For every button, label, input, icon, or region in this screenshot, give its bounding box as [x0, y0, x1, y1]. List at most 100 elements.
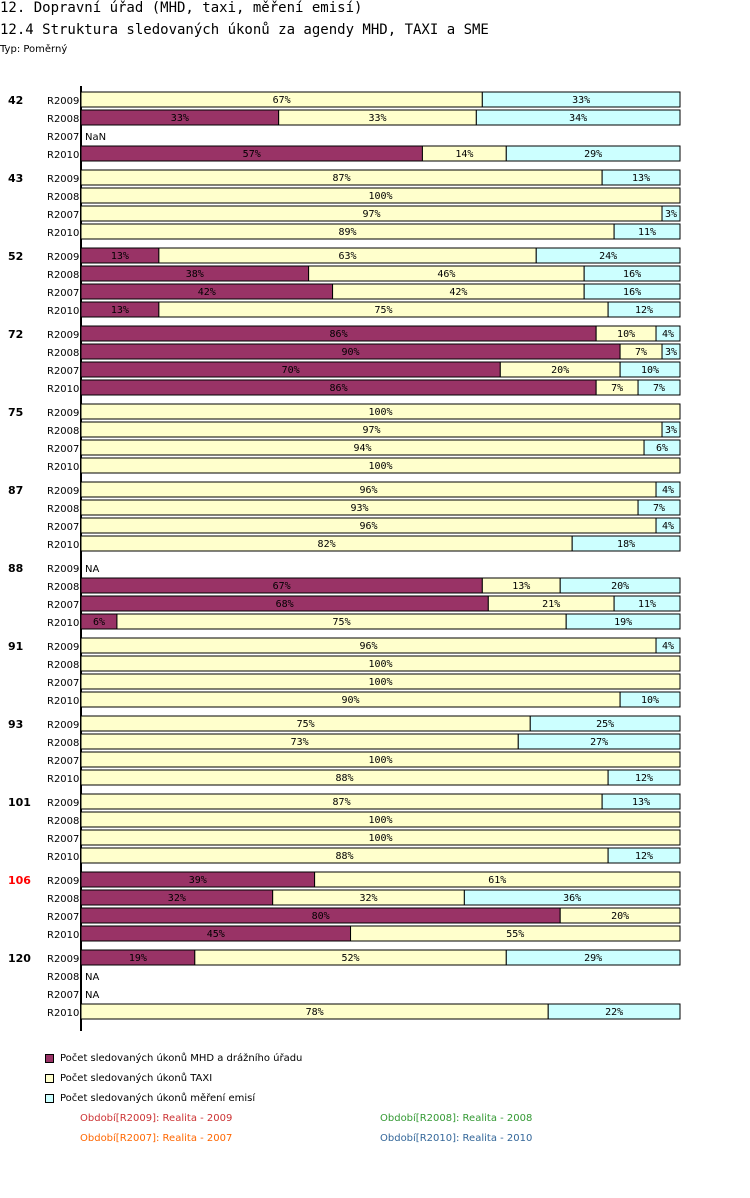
missing-value-note: NA: [85, 972, 99, 983]
data-label: 4%: [662, 485, 674, 496]
data-label: 55%: [506, 929, 524, 940]
group-label-52: 52: [8, 250, 23, 263]
data-label: 13%: [512, 581, 530, 592]
bar-segment-sme: [613, 595, 681, 612]
row-label: R2009: [47, 954, 79, 965]
data-label: 7%: [635, 347, 647, 358]
row-label: R2007: [47, 210, 79, 221]
data-label: 27%: [590, 737, 608, 748]
row-label: R2007: [47, 678, 79, 689]
data-label: 36%: [563, 893, 581, 904]
data-label: 57%: [243, 149, 261, 160]
data-label: 100%: [368, 815, 392, 826]
bar-segment-sme: [475, 109, 681, 126]
legend-label-mhd: Počet sledovaných úkonů MHD a drážního ú…: [60, 1052, 303, 1064]
row-label: R2007: [47, 444, 79, 455]
data-label: 90%: [342, 347, 360, 358]
group-label-120: 120: [8, 952, 31, 965]
row-label: R2010: [47, 150, 79, 161]
period-r2007: Období[R2007]: Realita - 2007: [80, 1133, 233, 1144]
data-label: 87%: [333, 173, 351, 184]
row-label: R2007: [47, 132, 79, 143]
row-label: R2010: [47, 1008, 79, 1019]
data-label: 90%: [342, 695, 360, 706]
bar-segment-sme: [661, 343, 681, 360]
bar-segment-sme: [655, 481, 681, 498]
group-label-87: 87: [8, 484, 23, 497]
bar-segment-taxi: [80, 751, 681, 768]
bar-segment-taxi: [80, 655, 681, 672]
bar-segment-sme: [583, 283, 681, 300]
bar-segment-sme: [655, 517, 681, 534]
row-label: R2010: [47, 930, 79, 941]
data-label: 13%: [632, 173, 650, 184]
bar-segment-sme: [613, 223, 681, 240]
bar-segment-sme: [637, 379, 681, 396]
data-label: 61%: [488, 875, 506, 886]
data-label: 21%: [542, 599, 560, 610]
row-label: R2009: [47, 486, 79, 497]
stacked-bar-chart: 42 R2009 67% 33% R2008 33% 33% 34% R2007 NaN R2010…: [8, 86, 681, 1031]
row-label: R2008: [47, 504, 79, 515]
data-label: 80%: [312, 911, 330, 922]
data-label: 42%: [449, 287, 467, 298]
bar-segment-sme: [607, 847, 681, 864]
bar-segment-taxi: [80, 811, 681, 828]
data-label: 6%: [93, 617, 105, 628]
row-label: R2010: [47, 384, 79, 395]
row-label: R2008: [47, 270, 79, 281]
row-label: R2009: [47, 720, 79, 731]
data-label: 42%: [198, 287, 216, 298]
data-label: 88%: [336, 773, 354, 784]
bar-segment-sme: [607, 769, 681, 786]
data-label: 12%: [635, 773, 653, 784]
legend-label-taxi: Počet sledovaných úkonů TAXI: [60, 1072, 213, 1084]
data-label: 4%: [662, 329, 674, 340]
group-label-72: 72: [8, 328, 23, 341]
data-label: 19%: [614, 617, 632, 628]
data-label: 10%: [617, 329, 635, 340]
row-label: R2008: [47, 738, 79, 749]
data-label: 10%: [641, 695, 659, 706]
data-label: 12%: [635, 305, 653, 316]
data-label: 100%: [368, 659, 392, 670]
row-label: R2007: [47, 522, 79, 533]
data-label: 75%: [333, 617, 351, 628]
period-r2010: Období[R2010]: Realita - 2010: [380, 1133, 533, 1144]
data-label: 13%: [111, 251, 129, 262]
data-label: 7%: [611, 383, 623, 394]
data-label: 100%: [368, 833, 392, 844]
row-label: R2007: [47, 834, 79, 845]
row-label: R2009: [47, 252, 79, 263]
data-label: 63%: [339, 251, 357, 262]
data-label: 97%: [362, 209, 380, 220]
bar-segment-sme: [655, 325, 681, 342]
bar-segment-sme: [505, 949, 681, 966]
missing-value-note: NA: [85, 990, 99, 1001]
data-label: 10%: [641, 365, 659, 376]
bar-segment-taxi: [80, 673, 681, 690]
row-label: R2007: [47, 600, 79, 611]
data-label: 75%: [374, 305, 392, 316]
row-label: R2008: [47, 894, 79, 905]
bar-segment-sme: [661, 205, 681, 222]
bar-segment-taxi: [80, 457, 681, 474]
bar-segment-sme: [619, 361, 681, 378]
bar-segment-taxi: [80, 187, 681, 204]
bar-segment-sme: [481, 91, 681, 108]
row-label: R2009: [47, 174, 79, 185]
row-label: R2010: [47, 852, 79, 863]
data-label: 100%: [368, 677, 392, 688]
data-label: 11%: [638, 599, 656, 610]
row-label: R2008: [47, 426, 79, 437]
period-r2009: Období[R2009]: Realita - 2009: [80, 1113, 233, 1124]
data-label: 32%: [359, 893, 377, 904]
data-label: 33%: [171, 113, 189, 124]
row-label: R2008: [47, 114, 79, 125]
bar-segment-sme: [463, 889, 681, 906]
data-label: 94%: [353, 443, 371, 454]
bar-segment-sme: [655, 637, 681, 654]
data-label: 11%: [638, 227, 656, 238]
data-label: 22%: [605, 1007, 623, 1018]
data-label: 89%: [339, 227, 357, 238]
